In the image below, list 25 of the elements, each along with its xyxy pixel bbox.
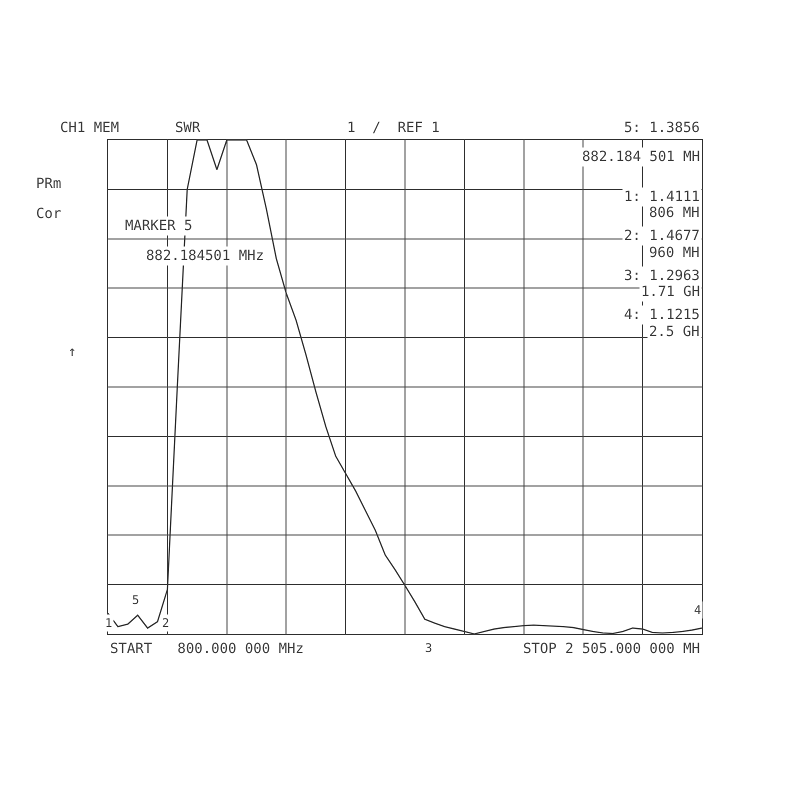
- annotation: 960 MH: [649, 245, 700, 261]
- text: 1 / REF 1: [347, 120, 440, 136]
- annotation: 4: [694, 603, 702, 617]
- text: 3: [425, 641, 432, 655]
- text: STOP 2 505.000 000 MH: [523, 641, 700, 657]
- annotation: 1.71 GH: [641, 284, 700, 300]
- y-axis-title: SWR: [175, 120, 201, 136]
- text: PRm: [36, 176, 62, 192]
- text: Cor: [36, 206, 62, 222]
- annotation: 2: 1.4677: [624, 228, 700, 244]
- chart-title: CH1 MEM: [60, 120, 120, 136]
- annotation: 3: 1.2963: [624, 268, 700, 284]
- annotation: 1: [105, 616, 112, 630]
- annotation: 5: [132, 593, 140, 607]
- annotation: 806 MH: [649, 205, 700, 221]
- annotation: 2.5 GH: [649, 324, 700, 340]
- text: 5: 1.3856: [624, 120, 700, 136]
- annotation: MARKER 5: [125, 218, 192, 234]
- annotation: 1: 1.4111: [624, 189, 700, 205]
- text: ↑: [68, 344, 76, 360]
- annotation: 4: 1.1215: [624, 307, 700, 323]
- annotation: 2: [162, 616, 170, 630]
- text: START 800.000 000 MHz: [110, 641, 304, 657]
- annotation: 882.184 501 MH: [582, 149, 700, 165]
- annotation: 882.184501 MHz: [146, 248, 264, 264]
